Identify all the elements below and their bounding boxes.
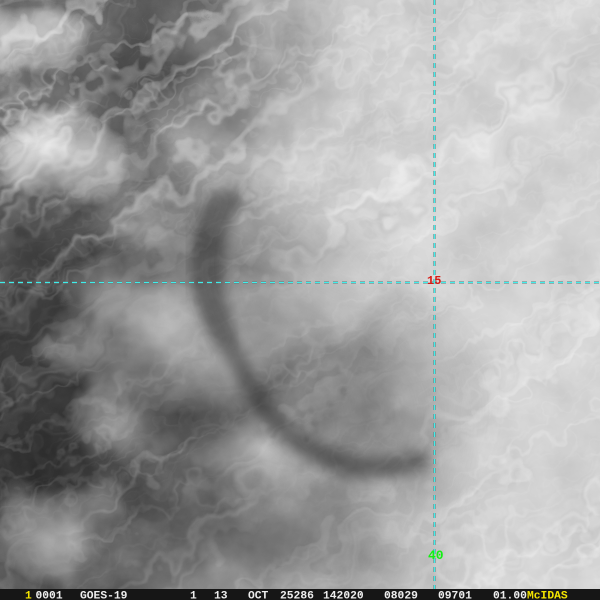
svg-text:0001: 0001 [36,590,63,600]
svg-text:OCT: OCT [248,590,269,600]
svg-text:GOES-19: GOES-19 [80,590,128,600]
svg-text:01.00: 01.00 [493,590,527,600]
svg-text:09701: 09701 [438,590,472,600]
svg-text:25286: 25286 [280,590,314,600]
svg-text:142020: 142020 [323,590,364,600]
svg-text:McIDAS: McIDAS [527,590,568,600]
svg-text:1: 1 [190,590,197,600]
svg-text:13: 13 [214,590,228,600]
svg-text:1: 1 [25,590,32,600]
